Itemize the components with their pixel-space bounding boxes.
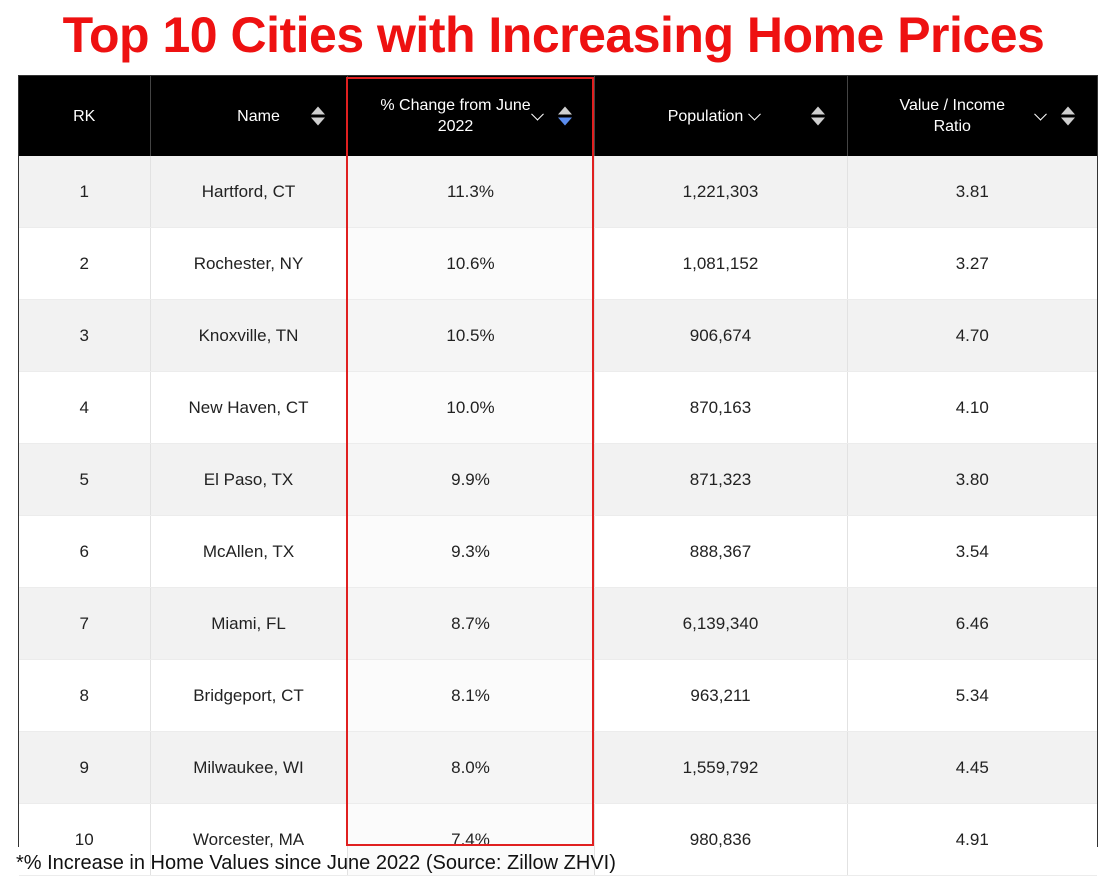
cell-change: 8.0% [347,731,595,804]
cell-ratio: 3.54 [847,515,1097,588]
cell-population: 6,139,340 [594,587,848,660]
cell-name: New Haven, CT [150,371,348,444]
column-header-label: RK [73,107,96,125]
cell-ratio: 3.81 [847,156,1097,228]
cell-ratio: 4.70 [847,299,1097,372]
cell-population: 870,163 [594,371,848,444]
column-header-label: Population [667,107,744,125]
cell-change: 9.3% [347,515,595,588]
table-row: 9 Milwaukee, WI 8.0% 1,559,792 4.45 [19,731,1097,804]
table-row: 3 Knoxville, TN 10.5% 906,674 4.70 [19,299,1097,372]
cell-rk: 4 [19,371,151,444]
cell-name: Bridgeport, CT [150,659,348,732]
cell-name: Worcester, MA [150,803,348,876]
cell-name: El Paso, TX [150,443,348,516]
cell-ratio: 6.46 [847,587,1097,660]
cell-name: Knoxville, TN [150,299,348,372]
column-header-label: Name [237,107,280,125]
sort-descending-icon [810,117,825,126]
cell-name: Milwaukee, WI [150,731,348,804]
table-row: 2 Rochester, NY 10.6% 1,081,152 3.27 [19,227,1097,300]
cell-population: 1,081,152 [594,227,848,300]
cell-change: 11.3% [347,156,595,228]
sort-icon[interactable] [810,106,825,126]
sort-icon[interactable] [310,106,325,126]
sort-descending-icon [1061,117,1075,126]
cell-change: 8.7% [347,587,595,660]
cell-ratio: 3.80 [847,443,1097,516]
column-header-ratio[interactable]: Value / Income Ratio [847,76,1097,156]
column-header-label: Value / Income Ratio [899,97,1006,135]
table-row: 8 Bridgeport, CT 8.1% 963,211 5.34 [19,659,1097,732]
cell-ratio: 4.91 [847,803,1097,876]
cell-population: 1,559,792 [594,731,848,804]
cell-rk: 9 [19,731,151,804]
cell-change: 10.5% [347,299,595,372]
cell-rk: 3 [19,299,151,372]
rankings-table: RK Name % Change from June 2022 Populati… [18,75,1098,876]
table-row: 6 McAllen, TX 9.3% 888,367 3.54 [19,515,1097,588]
column-header-rk[interactable]: RK [19,76,151,156]
cell-change: 10.0% [347,371,595,444]
cell-rk: 7 [19,587,151,660]
cell-rk: 6 [19,515,151,588]
cell-population: 906,674 [594,299,848,372]
sort-ascending-icon [310,106,325,115]
sort-icon[interactable] [557,106,572,126]
sort-descending-icon [557,117,572,126]
cell-ratio: 4.10 [847,371,1097,444]
table-row: 4 New Haven, CT 10.0% 870,163 4.10 [19,371,1097,444]
sort-ascending-icon [557,106,572,115]
column-header-name[interactable]: Name [150,76,348,156]
table-row: 7 Miami, FL 8.7% 6,139,340 6.46 [19,587,1097,660]
cell-population: 888,367 [594,515,848,588]
cell-rk: 2 [19,227,151,300]
cell-name: Miami, FL [150,587,348,660]
footnote: *% Increase in Home Values since June 20… [16,852,616,874]
cell-rk: 10 [19,803,151,876]
sort-ascending-icon [810,106,825,115]
table-row: 5 El Paso, TX 9.9% 871,323 3.80 [19,443,1097,516]
cell-name: Rochester, NY [150,227,348,300]
column-header-population[interactable]: Population [594,76,848,156]
table-body: 1 Hartford, CT 11.3% 1,221,303 3.81 2 Rocheste… [19,156,1097,876]
table-row: 1 Hartford, CT 11.3% 1,221,303 3.81 [19,156,1097,228]
cell-rk: 1 [19,156,151,228]
column-header-label: % Change from June 2022 [380,97,531,135]
page-title: Top 10 Cities with Increasing Home Price… [62,7,1045,63]
cell-population: 1,221,303 [594,156,848,228]
column-header-change[interactable]: % Change from June 2022 [347,76,595,156]
cell-name: Hartford, CT [150,156,348,228]
cell-change: 8.1% [347,659,595,732]
cell-rk: 8 [19,659,151,732]
cell-ratio: 5.34 [847,659,1097,732]
cell-population: 980,836 [594,803,848,876]
table-row: 10 Worcester, MA 7.4% 980,836 4.91 [19,803,1097,876]
cell-population: 963,211 [594,659,848,732]
table-header-row: RK Name % Change from June 2022 Populati… [19,76,1097,156]
sort-ascending-icon [1061,106,1075,115]
sort-descending-icon [310,117,325,126]
cell-change: 10.6% [347,227,595,300]
cell-ratio: 3.27 [847,227,1097,300]
cell-ratio: 4.45 [847,731,1097,804]
cell-change: 7.4% [347,803,595,876]
cell-name: McAllen, TX [150,515,348,588]
cell-change: 9.9% [347,443,595,516]
cell-population: 871,323 [594,443,848,516]
sort-icon[interactable] [1061,106,1075,126]
cell-rk: 5 [19,443,151,516]
